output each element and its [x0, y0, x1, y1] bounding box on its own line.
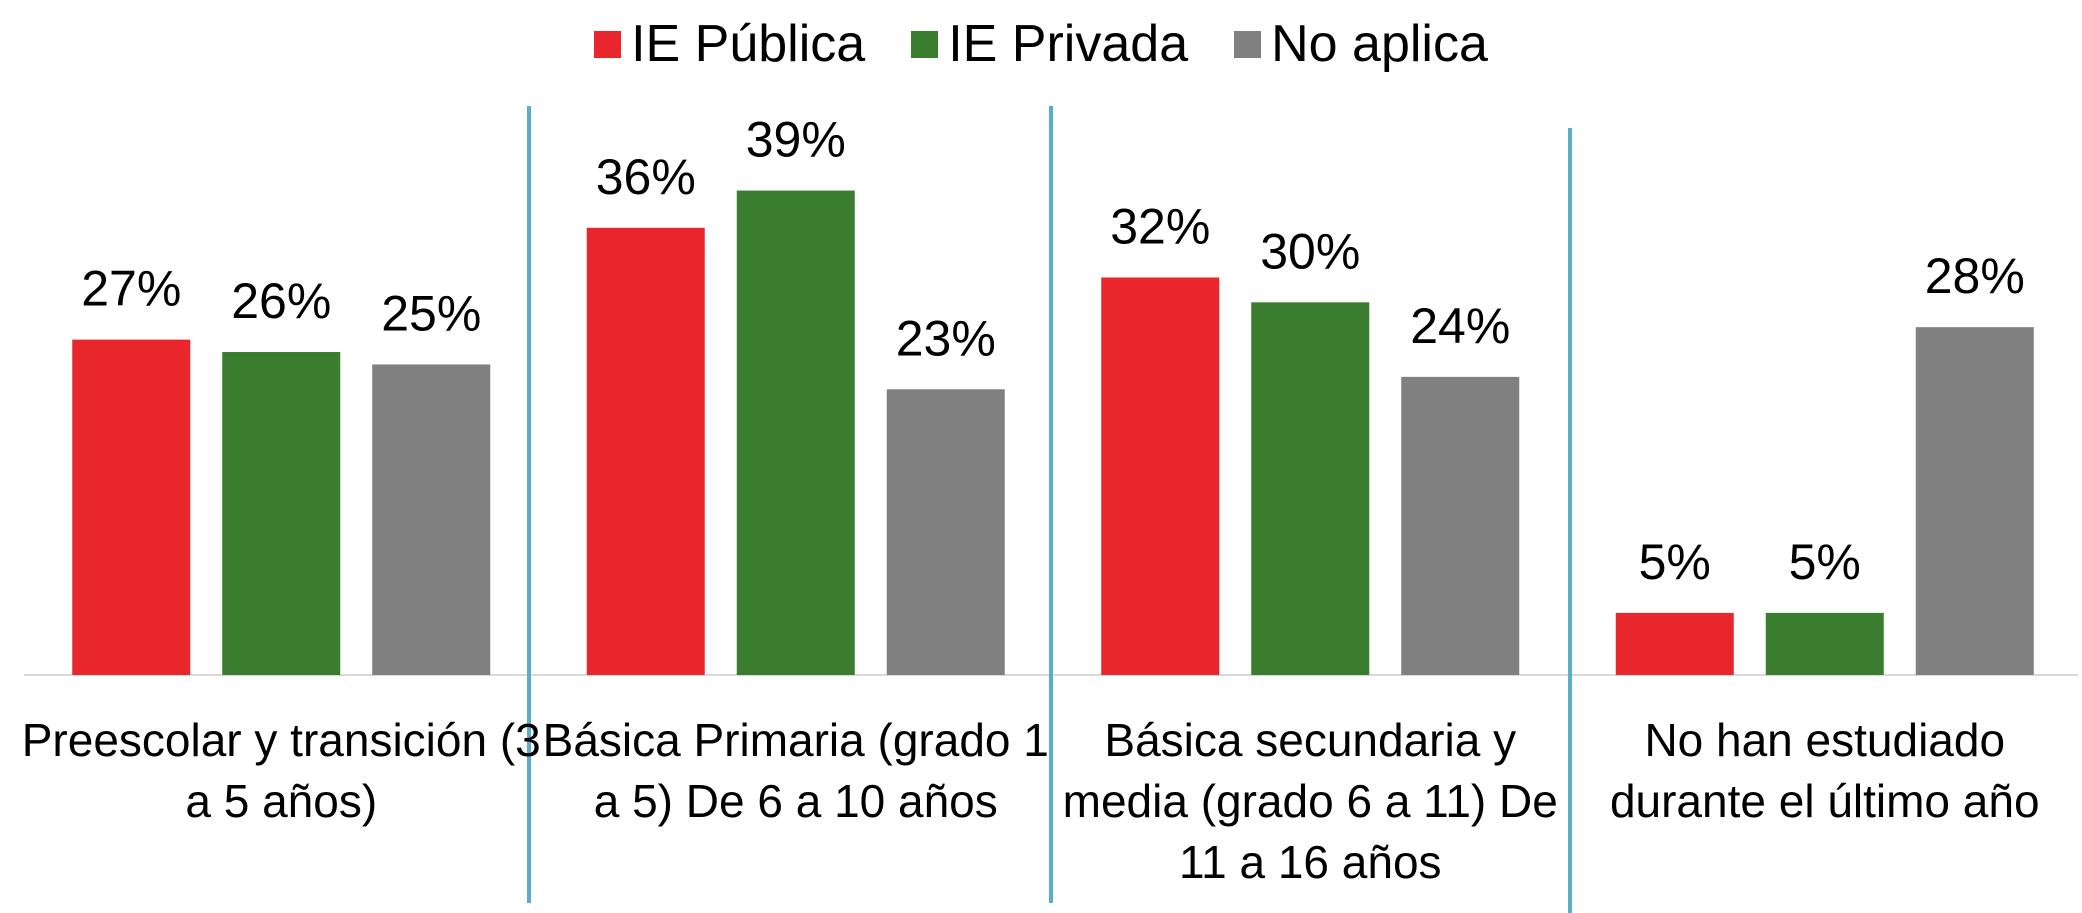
bar: [222, 352, 341, 675]
value-label: 39%: [746, 112, 846, 168]
bar: [736, 190, 855, 676]
legend-item: No aplica: [1234, 14, 1488, 74]
legend-item: IE Pública: [594, 14, 865, 74]
x-tick-label: Básica secundaria y media (grado 6 a 11)…: [1062, 714, 1558, 888]
value-label: 30%: [1260, 223, 1360, 279]
legend-swatch: [911, 30, 939, 58]
bar: [72, 339, 191, 675]
legend-swatch: [1234, 30, 1262, 58]
x-tick-label: Básica Primaria (grado 1 a 5) De 6 a 10 …: [542, 714, 1049, 827]
legend-label: IE Privada: [948, 15, 1189, 73]
value-label: 23%: [896, 310, 996, 366]
legend: IE Pública IE Privada No aplica: [0, 14, 2082, 74]
bar: [586, 227, 705, 676]
legend-label: No aplica: [1271, 15, 1488, 73]
value-label: 36%: [596, 149, 696, 205]
legend-label: IE Pública: [631, 15, 866, 73]
x-tick-label: Preescolar y transición (3 a 5 años): [21, 714, 541, 827]
bar: [1251, 302, 1370, 675]
bar: [1401, 376, 1520, 675]
bar: [372, 364, 491, 675]
bar: [1765, 612, 1884, 675]
value-label: 5%: [1639, 534, 1711, 590]
bar: [1101, 277, 1220, 675]
value-label: 5%: [1789, 534, 1861, 590]
legend-swatch: [594, 30, 622, 58]
value-label: 24%: [1410, 298, 1510, 354]
value-label: 25%: [381, 285, 481, 341]
value-label: 26%: [231, 273, 331, 329]
value-label: 28%: [1925, 248, 2025, 304]
bar: [1615, 612, 1734, 675]
value-label: 32%: [1110, 198, 1210, 254]
value-label: 27%: [81, 261, 181, 317]
x-tick-label: No han estudiado durante el último año: [1609, 714, 2040, 827]
bar: [1915, 327, 2034, 675]
bar: [886, 389, 1005, 675]
legend-item: IE Privada: [911, 14, 1188, 74]
